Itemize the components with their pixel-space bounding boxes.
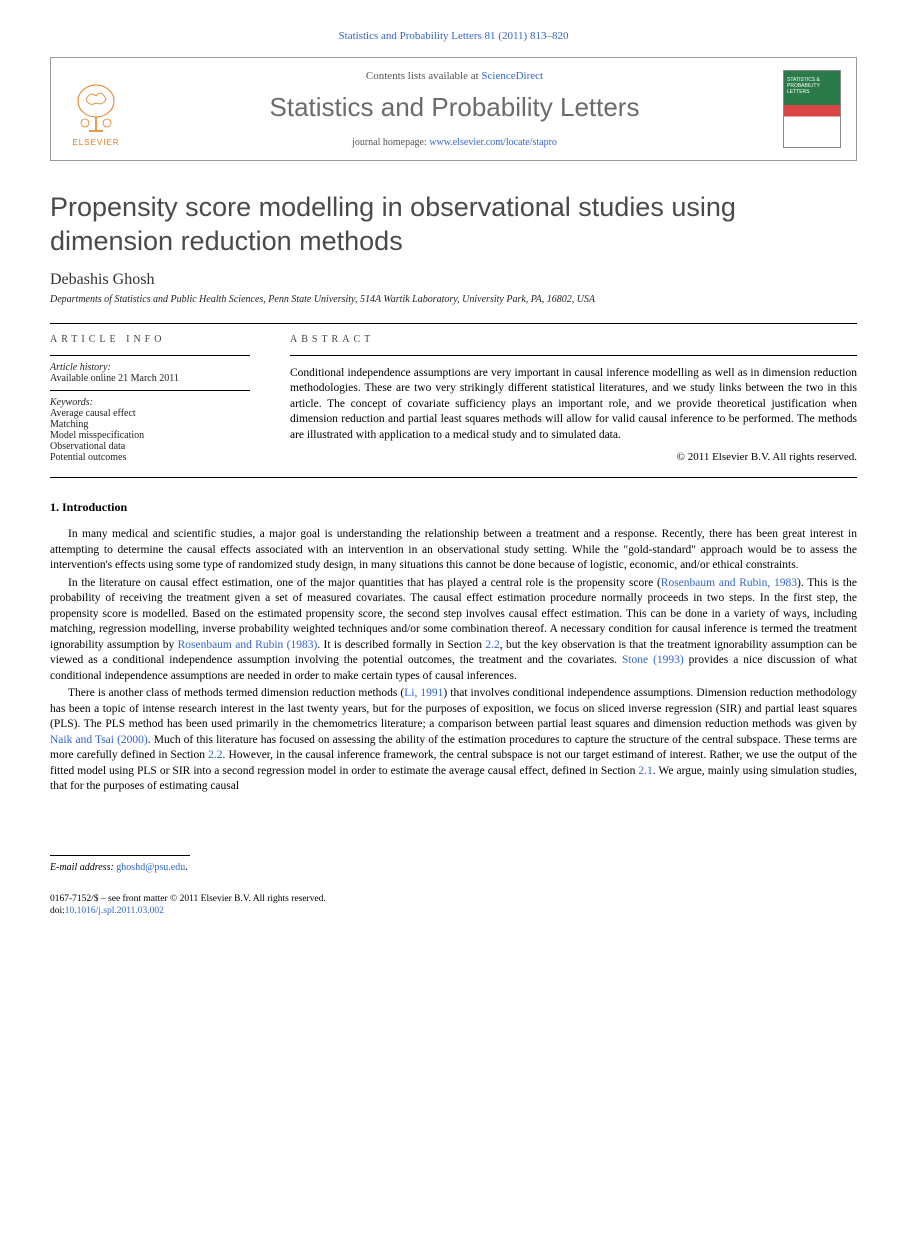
info-divider bbox=[50, 355, 250, 356]
footer: E-mail address: ghoshd@psu.edu. 0167-715… bbox=[50, 855, 857, 918]
elsevier-logo[interactable]: ELSEVIER bbox=[66, 72, 126, 147]
citation-link[interactable]: Rosenbaum and Rubin, 1983 bbox=[661, 577, 797, 589]
article-title: Propensity score modelling in observatio… bbox=[50, 191, 857, 259]
journal-masthead: ELSEVIER Contents lists available at Sci… bbox=[50, 57, 857, 161]
divider bbox=[50, 477, 857, 478]
elsevier-tree-icon bbox=[71, 81, 121, 136]
text: In the literature on causal effect estim… bbox=[68, 577, 661, 589]
history-heading: Article history: bbox=[50, 362, 250, 373]
homepage-link[interactable]: www.elsevier.com/locate/stapro bbox=[429, 137, 557, 148]
body-paragraph: There is another class of methods termed… bbox=[50, 686, 857, 795]
abstract-column: ABSTRACT Conditional independence assump… bbox=[290, 334, 857, 464]
keywords-list: Average causal effect Matching Model mis… bbox=[50, 408, 250, 463]
history-text: Available online 21 March 2011 bbox=[50, 373, 250, 384]
citation-link[interactable]: Li, 1991 bbox=[404, 687, 443, 699]
citation-link[interactable]: Rosenbaum and Rubin (1983) bbox=[178, 639, 318, 651]
section-heading: 1. Introduction bbox=[50, 500, 857, 515]
copyright-line: © 2011 Elsevier B.V. All rights reserved… bbox=[290, 451, 857, 463]
homepage-line: journal homepage: www.elsevier.com/locat… bbox=[141, 137, 768, 148]
contents-available-line: Contents lists available at ScienceDirec… bbox=[141, 70, 768, 82]
masthead-center: Contents lists available at ScienceDirec… bbox=[141, 70, 768, 148]
author-name: Debashis Ghosh bbox=[50, 271, 857, 289]
info-abstract-row: ARTICLE INFO Article history: Available … bbox=[50, 334, 857, 464]
text: . It is described formally in Section bbox=[317, 639, 485, 651]
citation-link[interactable]: Stone (1993) bbox=[622, 654, 684, 666]
abstract-divider bbox=[290, 355, 857, 356]
email-label: E-mail address: bbox=[50, 862, 116, 873]
footer-divider bbox=[50, 855, 190, 856]
body-paragraph: In many medical and scientific studies, … bbox=[50, 527, 857, 574]
cover-thumb-text: STATISTICS & PROBABILITY LETTERS bbox=[787, 77, 837, 95]
section-link[interactable]: 2.2 bbox=[485, 639, 499, 651]
citation-link[interactable]: Naik and Tsai (2000) bbox=[50, 734, 148, 746]
keywords-heading: Keywords: bbox=[50, 397, 250, 408]
sciencedirect-link[interactable]: ScienceDirect bbox=[481, 70, 543, 82]
article-info-label: ARTICLE INFO bbox=[50, 334, 250, 345]
issn-line: 0167-7152/$ – see front matter © 2011 El… bbox=[50, 893, 857, 905]
abstract-text: Conditional independence assumptions are… bbox=[290, 366, 857, 444]
journal-name: Statistics and Probability Letters bbox=[141, 92, 768, 123]
author-affiliation: Departments of Statistics and Public Hea… bbox=[50, 294, 857, 305]
keyword: Average causal effect bbox=[50, 408, 250, 419]
journal-cover-thumbnail[interactable]: STATISTICS & PROBABILITY LETTERS bbox=[783, 70, 841, 148]
publisher-name: ELSEVIER bbox=[72, 138, 119, 147]
contents-prefix: Contents lists available at bbox=[366, 70, 481, 82]
doi-link[interactable]: 10.1016/j.spl.2011.03.002 bbox=[65, 906, 164, 916]
keyword: Model misspecification bbox=[50, 430, 250, 441]
keyword: Potential outcomes bbox=[50, 452, 250, 463]
doi-line: doi:10.1016/j.spl.2011.03.002 bbox=[50, 905, 857, 917]
email-line: E-mail address: ghoshd@psu.edu. bbox=[50, 862, 857, 873]
divider bbox=[50, 323, 857, 324]
info-divider bbox=[50, 390, 250, 391]
body-paragraph: In the literature on causal effect estim… bbox=[50, 576, 857, 685]
keyword: Matching bbox=[50, 419, 250, 430]
article-info-column: ARTICLE INFO Article history: Available … bbox=[50, 334, 250, 464]
abstract-label: ABSTRACT bbox=[290, 334, 857, 345]
email-link[interactable]: ghoshd@psu.edu bbox=[116, 862, 185, 873]
homepage-prefix: journal homepage: bbox=[352, 137, 429, 148]
keyword: Observational data bbox=[50, 441, 250, 452]
footer-meta: 0167-7152/$ – see front matter © 2011 El… bbox=[50, 893, 857, 918]
section-link[interactable]: 2.1 bbox=[638, 765, 652, 777]
doi-prefix: doi: bbox=[50, 906, 65, 916]
section-link[interactable]: 2.2 bbox=[208, 749, 222, 761]
text: There is another class of methods termed… bbox=[68, 687, 404, 699]
running-header: Statistics and Probability Letters 81 (2… bbox=[50, 30, 857, 42]
section-introduction: 1. Introduction In many medical and scie… bbox=[50, 500, 857, 795]
